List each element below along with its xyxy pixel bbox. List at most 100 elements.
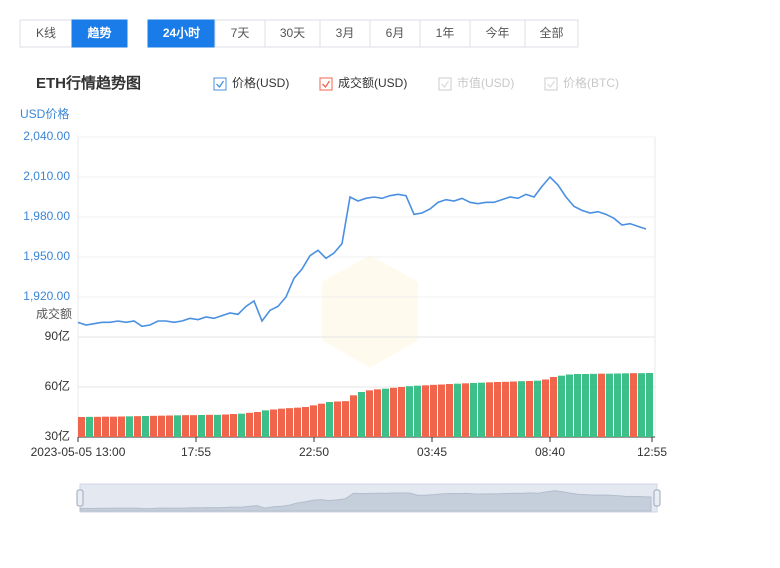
x-tick-label: 03:45 bbox=[417, 445, 447, 459]
volume-bar bbox=[78, 417, 85, 437]
volume-bar bbox=[286, 408, 293, 437]
volume-bar bbox=[278, 408, 285, 437]
tab-button[interactable] bbox=[369, 19, 421, 48]
volume-bar bbox=[142, 416, 149, 437]
volume-bar bbox=[374, 389, 381, 437]
volume-bar bbox=[446, 384, 453, 437]
volume-bar bbox=[494, 382, 501, 437]
volume-bar bbox=[334, 401, 341, 437]
y-axis-label: 成交额 bbox=[36, 306, 72, 321]
volume-bar bbox=[190, 415, 197, 437]
volume-bar bbox=[422, 385, 429, 437]
volume-bar bbox=[342, 401, 349, 437]
volume-bar bbox=[158, 415, 165, 437]
volume-bar bbox=[598, 373, 605, 437]
tab-button[interactable] bbox=[419, 19, 471, 48]
price-line bbox=[77, 175, 647, 328]
tab-button[interactable] bbox=[469, 19, 526, 48]
legend-label[interactable]: 价格(BTC) bbox=[563, 75, 619, 90]
volume-bar bbox=[206, 414, 213, 437]
volume-bar bbox=[638, 373, 645, 437]
chart-title: ETH行情趋势图 bbox=[36, 74, 141, 92]
volume-bar bbox=[230, 414, 237, 437]
tab-label[interactable]: 6月 bbox=[386, 26, 405, 40]
volume-bar bbox=[366, 390, 373, 437]
volume-bar bbox=[462, 383, 469, 437]
volume-bar bbox=[430, 384, 437, 437]
volume-bar bbox=[86, 416, 93, 437]
volume-bar bbox=[566, 374, 573, 437]
tab-label[interactable]: 趋势 bbox=[87, 25, 111, 40]
tab-label[interactable]: 24小时 bbox=[163, 25, 200, 40]
volume-bar bbox=[174, 415, 181, 437]
volume-bar bbox=[102, 416, 109, 437]
volume-bar bbox=[94, 416, 101, 437]
legend-checkbox[interactable] bbox=[544, 77, 558, 91]
legend-label[interactable]: 市值(USD) bbox=[457, 75, 514, 90]
tab-button[interactable] bbox=[264, 19, 321, 48]
volume-bar bbox=[486, 382, 493, 437]
tab-button[interactable] bbox=[19, 19, 73, 48]
volume-bar bbox=[390, 387, 397, 437]
volume-bar bbox=[550, 377, 557, 437]
volume-bar bbox=[326, 402, 333, 437]
legend-checkbox[interactable] bbox=[213, 77, 227, 91]
volume-bar bbox=[590, 373, 597, 437]
tab-label[interactable]: 30天 bbox=[280, 26, 305, 40]
volume-bar bbox=[198, 415, 205, 437]
volume-bar bbox=[438, 384, 445, 437]
volume-bar bbox=[646, 373, 653, 437]
volume-bar bbox=[270, 409, 277, 437]
tab-button[interactable] bbox=[71, 19, 128, 48]
volume-bar bbox=[254, 412, 261, 437]
volume-bar bbox=[582, 374, 589, 437]
legend-check bbox=[441, 80, 450, 89]
x-tick-label: 12:55 bbox=[637, 445, 667, 459]
volume-bar bbox=[406, 386, 413, 437]
volume-bar bbox=[214, 414, 221, 437]
volume-bar bbox=[542, 379, 549, 437]
legend-check bbox=[322, 80, 331, 89]
volume-bar bbox=[614, 373, 621, 437]
volume-bar bbox=[238, 413, 245, 437]
watermark bbox=[322, 255, 418, 368]
tab-button[interactable] bbox=[147, 19, 216, 48]
y-tick-label: 1,920.00 bbox=[23, 289, 70, 303]
y-axis-label: USD价格 bbox=[20, 106, 69, 121]
slider-handle[interactable] bbox=[76, 489, 84, 507]
legend-checkbox[interactable] bbox=[438, 77, 452, 91]
volume-bar bbox=[350, 395, 357, 437]
volume-bar bbox=[310, 405, 317, 437]
volume-bar bbox=[262, 410, 269, 437]
tab-button[interactable] bbox=[524, 19, 579, 48]
tab-label[interactable]: 1年 bbox=[436, 26, 455, 40]
y-tick-label: 1,950.00 bbox=[23, 249, 70, 263]
volume-bar bbox=[182, 415, 189, 437]
volume-bar bbox=[454, 383, 461, 437]
volume-bar bbox=[318, 403, 325, 437]
tab-label[interactable]: 3月 bbox=[336, 26, 355, 40]
volume-bar bbox=[518, 381, 525, 437]
tab-label[interactable]: 今年 bbox=[485, 25, 509, 40]
volume-bar bbox=[166, 415, 173, 437]
volume-bar bbox=[382, 388, 389, 437]
x-tick-label: 22:50 bbox=[299, 445, 329, 459]
legend-checkbox[interactable] bbox=[319, 77, 333, 91]
volume-bar bbox=[574, 374, 581, 437]
legend-label[interactable]: 成交额(USD) bbox=[338, 75, 407, 90]
volume-bar bbox=[134, 416, 141, 437]
volume-bar bbox=[358, 392, 365, 437]
volume-bar bbox=[558, 375, 565, 437]
legend-label[interactable]: 价格(USD) bbox=[232, 75, 289, 90]
volume-bar bbox=[150, 415, 157, 437]
tab-button[interactable] bbox=[319, 19, 371, 48]
tab-label[interactable]: K线 bbox=[36, 26, 56, 40]
volume-bar bbox=[534, 380, 541, 437]
tab-label[interactable]: 7天 bbox=[231, 26, 250, 40]
tab-label[interactable]: 全部 bbox=[539, 25, 563, 40]
slider-handle[interactable] bbox=[653, 489, 661, 507]
y-tick-label: 30亿 bbox=[45, 428, 70, 443]
tab-button[interactable] bbox=[214, 19, 266, 48]
volume-bar bbox=[302, 407, 309, 437]
